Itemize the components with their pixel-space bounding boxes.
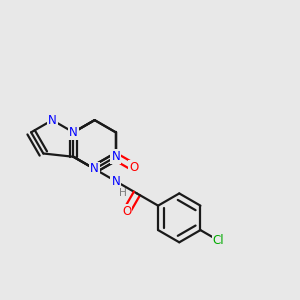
Text: N: N xyxy=(90,163,99,176)
Text: O: O xyxy=(129,161,138,174)
Text: H: H xyxy=(118,188,126,198)
Text: N: N xyxy=(90,163,99,176)
Text: Cl: Cl xyxy=(213,234,224,247)
Text: N: N xyxy=(111,150,120,163)
Text: N: N xyxy=(69,126,78,139)
Text: O: O xyxy=(122,205,131,218)
Text: N: N xyxy=(48,114,57,127)
Text: N: N xyxy=(111,175,120,188)
